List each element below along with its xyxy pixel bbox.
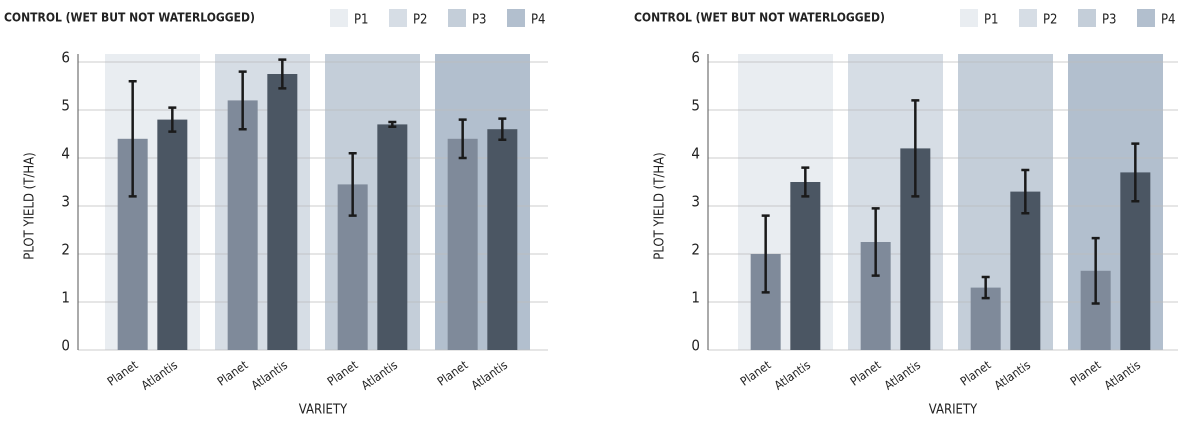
x-tick-label: Planet xyxy=(738,358,774,389)
y-tick-label: 5 xyxy=(691,97,700,115)
x-tick-label: Atlantis xyxy=(882,358,924,393)
x-tick-label: Planet xyxy=(325,358,361,389)
legend-swatch xyxy=(507,9,525,27)
bar xyxy=(157,119,188,350)
y-tick-label: 3 xyxy=(691,193,700,211)
error-bar xyxy=(1131,142,1140,203)
bar xyxy=(227,100,258,351)
error-bar xyxy=(128,79,137,198)
legend-swatch xyxy=(389,9,407,27)
y-tick-label: 3 xyxy=(61,193,70,211)
y-tick-label: 5 xyxy=(61,97,70,115)
y-tick-label: 6 xyxy=(61,49,70,67)
legend-label: P2 xyxy=(1043,13,1058,28)
y-tick-label: 2 xyxy=(61,241,70,259)
x-tick-label: Planet xyxy=(1068,358,1104,389)
y-tick-label: 6 xyxy=(691,49,700,67)
y-axis-label: PLOT YIELD (T/HA) xyxy=(23,152,38,259)
error-bar xyxy=(981,275,990,300)
error-bar xyxy=(761,214,770,294)
error-bar xyxy=(168,106,177,133)
y-tick-label: 1 xyxy=(691,289,700,307)
error-bar xyxy=(278,58,287,90)
legend-label: P3 xyxy=(472,13,487,28)
error-bar xyxy=(1091,236,1100,305)
x-tick-label: Atlantis xyxy=(359,358,401,393)
bar xyxy=(487,129,518,350)
x-tick-label: Planet xyxy=(435,358,471,389)
legend-label: P4 xyxy=(531,13,546,28)
error-bar xyxy=(911,99,920,198)
y-tick-label: 0 xyxy=(691,337,700,355)
x-tick-label: Planet xyxy=(848,358,884,389)
legend-swatch xyxy=(1019,9,1037,27)
x-tick-label: Atlantis xyxy=(992,358,1034,393)
x-tick-label: Atlantis xyxy=(772,358,814,393)
bar xyxy=(377,124,408,351)
bar xyxy=(267,74,298,350)
error-bar xyxy=(458,118,467,160)
y-tick-label: 1 xyxy=(61,289,70,307)
legend-swatch xyxy=(1078,9,1096,27)
bar xyxy=(790,182,821,350)
x-tick-label: Planet xyxy=(958,358,994,389)
legend-label: P3 xyxy=(1102,13,1117,28)
legend-swatch xyxy=(330,9,348,27)
x-tick-label: Planet xyxy=(105,358,141,389)
x-axis-label: VARIETY xyxy=(929,403,978,418)
error-bar xyxy=(498,117,507,142)
y-tick-label: 4 xyxy=(691,145,700,163)
legend-swatch xyxy=(448,9,466,27)
y-tick-label: 2 xyxy=(691,241,700,259)
legend-label: P4 xyxy=(1161,13,1176,28)
legend-swatch xyxy=(1137,9,1155,27)
legend-label: P1 xyxy=(984,13,999,28)
x-axis-label: VARIETY xyxy=(299,403,348,418)
x-tick-label: Atlantis xyxy=(469,358,511,393)
bar xyxy=(447,138,478,350)
error-bar xyxy=(1021,168,1030,215)
x-tick-label: Atlantis xyxy=(139,358,181,393)
error-bar xyxy=(238,70,247,131)
error-bar xyxy=(348,151,357,217)
error-bar xyxy=(801,166,810,198)
x-tick-label: Atlantis xyxy=(1102,358,1144,393)
legend-label: P1 xyxy=(354,13,369,28)
chart-title: CONTROL (WET BUT NOT WATERLOGGED) xyxy=(4,11,255,25)
bar xyxy=(1010,191,1041,350)
y-tick-label: 4 xyxy=(61,145,70,163)
y-tick-label: 0 xyxy=(61,337,70,355)
legend-label: P2 xyxy=(413,13,428,28)
x-tick-label: Planet xyxy=(215,358,251,389)
error-bar xyxy=(871,207,880,277)
x-tick-label: Atlantis xyxy=(249,358,291,393)
y-axis-label: PLOT YIELD (T/HA) xyxy=(653,152,668,259)
chart-title: CONTROL (WET BUT NOT WATERLOGGED) xyxy=(634,11,885,25)
error-bar xyxy=(388,120,397,129)
legend-swatch xyxy=(960,9,978,27)
